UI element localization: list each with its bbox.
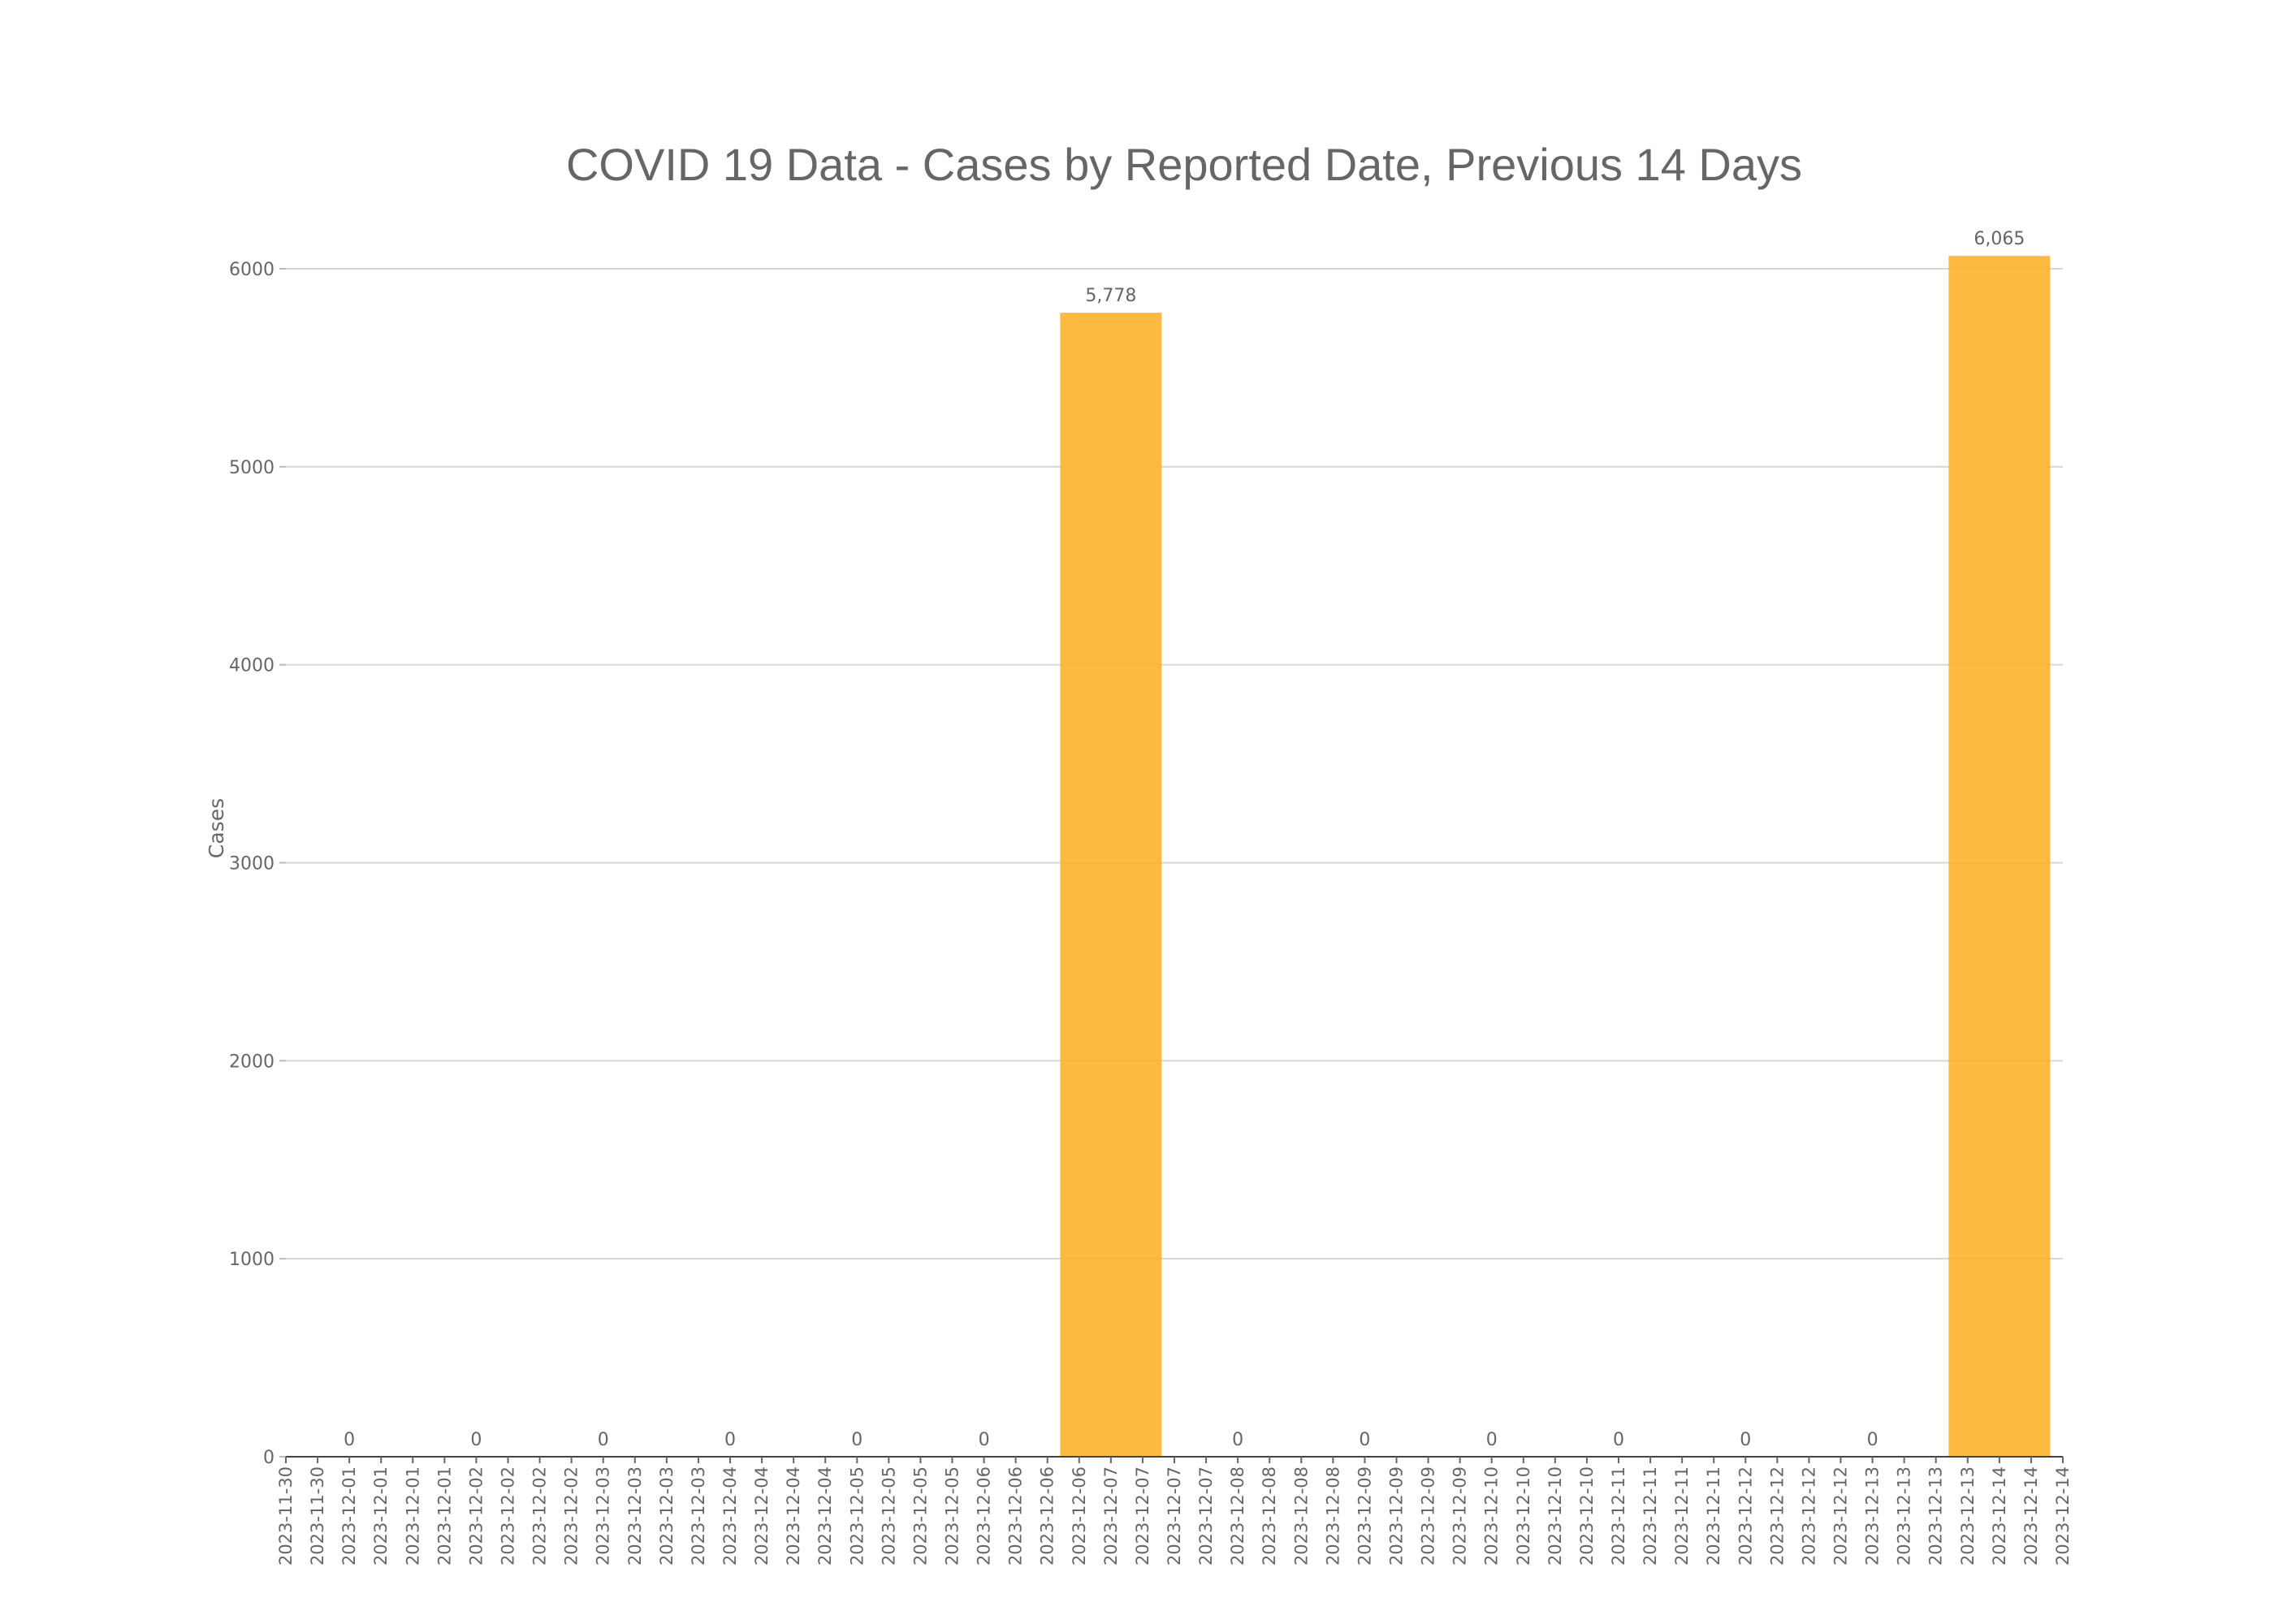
x-tick-label: 2023-12-07 bbox=[1133, 1466, 1152, 1566]
x-tick-label: 2023-12-10 bbox=[1577, 1466, 1597, 1566]
x-tick-label: 2023-12-13 bbox=[1895, 1466, 1914, 1566]
x-tick-label: 2023-12-11 bbox=[1672, 1466, 1692, 1566]
x-tick-label: 2023-11-30 bbox=[308, 1466, 327, 1566]
x-tick-label: 2023-12-01 bbox=[403, 1466, 422, 1566]
x-tick-label: 2023-12-06 bbox=[1006, 1466, 1026, 1566]
data-label-2023-12-11: 0 bbox=[1613, 1430, 1624, 1450]
data-label-2023-12-05: 0 bbox=[851, 1430, 862, 1450]
x-tick-label: 2023-12-03 bbox=[594, 1466, 613, 1566]
bar-2023-12-14 bbox=[1948, 256, 2051, 1457]
data-label-2023-12-12: 0 bbox=[1740, 1430, 1751, 1450]
x-tick-label: 2023-12-05 bbox=[910, 1466, 930, 1566]
x-tick-label: 2023-12-01 bbox=[434, 1466, 454, 1566]
x-tick-label: 2023-12-01 bbox=[339, 1466, 359, 1566]
x-tick-label: 2023-12-03 bbox=[657, 1466, 677, 1566]
data-label-2023-12-08: 0 bbox=[1232, 1430, 1243, 1450]
x-tick-label: 2023-12-01 bbox=[371, 1466, 391, 1566]
x-tick-label: 2023-12-12 bbox=[1767, 1466, 1787, 1566]
x-tick-label: 2023-12-09 bbox=[1450, 1466, 1470, 1566]
x-tick-label: 2023-12-04 bbox=[720, 1466, 740, 1566]
data-label-2023-12-03: 0 bbox=[598, 1430, 609, 1450]
x-tick-label: 2023-12-07 bbox=[1101, 1466, 1121, 1566]
x-tick-labels: 2023-11-30 2023-11-30 2023-12-01 2023-12-01… bbox=[276, 1457, 2073, 1566]
data-label-2023-12-07: 5,778 bbox=[1085, 286, 1136, 306]
y-axis-label: Cases bbox=[205, 798, 228, 858]
x-tick-label: 2023-12-08 bbox=[1291, 1466, 1311, 1566]
y-tick-label: 5000 bbox=[229, 458, 275, 478]
x-tick-label: 2023-12-02 bbox=[530, 1466, 550, 1566]
x-tick-label: 2023-12-12 bbox=[1799, 1466, 1818, 1566]
x-tick-label: 2023-12-13 bbox=[1863, 1466, 1883, 1566]
y-tick-label: 4000 bbox=[229, 656, 275, 676]
data-label-2023-12-01: 0 bbox=[344, 1430, 355, 1450]
x-tick-label: 2023-12-08 bbox=[1260, 1466, 1279, 1566]
bars bbox=[1060, 256, 2051, 1458]
data-label-2023-12-10: 0 bbox=[1486, 1430, 1498, 1450]
y-tick-label: 0 bbox=[263, 1448, 275, 1468]
x-tick-label: 2023-11-30 bbox=[276, 1466, 296, 1566]
x-tick-label: 2023-12-06 bbox=[1070, 1466, 1089, 1566]
x-tick-label: 2023-12-04 bbox=[815, 1466, 835, 1566]
x-tick-label: 2023-12-05 bbox=[943, 1466, 962, 1566]
data-label-2023-12-02: 0 bbox=[470, 1430, 482, 1450]
x-tick-label: 2023-12-03 bbox=[689, 1466, 708, 1566]
x-tick-label: 2023-12-05 bbox=[847, 1466, 867, 1566]
chart-title: COVID 19 Data - Cases by Reported Date, … bbox=[565, 139, 1802, 190]
x-tick-label: 2023-12-10 bbox=[1546, 1466, 1565, 1566]
y-tick-label: 2000 bbox=[229, 1052, 275, 1072]
x-tick-label: 2023-12-14 bbox=[2053, 1466, 2073, 1566]
x-tick-label: 2023-12-07 bbox=[1196, 1466, 1216, 1566]
data-label-2023-12-06: 0 bbox=[979, 1430, 990, 1450]
x-tick-label: 2023-12-08 bbox=[1323, 1466, 1342, 1566]
grid-lines bbox=[286, 268, 2063, 1260]
data-labels: 0 0 0 0 0 0 5,778 0 0 0 0 0 0 6,065 bbox=[344, 229, 2025, 1450]
bar-2023-12-07 bbox=[1060, 313, 1162, 1458]
x-tick-label: 2023-12-03 bbox=[625, 1466, 645, 1566]
x-tick-label: 2023-12-14 bbox=[1990, 1466, 2009, 1566]
data-label-2023-12-09: 0 bbox=[1359, 1430, 1370, 1450]
x-tick-label: 2023-12-02 bbox=[499, 1466, 518, 1566]
x-tick-label: 2023-12-04 bbox=[752, 1466, 772, 1566]
x-tick-label: 2023-12-06 bbox=[975, 1466, 994, 1566]
y-tick-label: 1000 bbox=[229, 1250, 275, 1270]
x-tick-label: 2023-12-13 bbox=[1958, 1466, 1978, 1566]
data-label-2023-12-04: 0 bbox=[724, 1430, 736, 1450]
y-tick-label: 6000 bbox=[229, 260, 275, 280]
x-tick-label: 2023-12-10 bbox=[1514, 1466, 1533, 1566]
data-label-2023-12-13: 0 bbox=[1867, 1430, 1878, 1450]
x-tick-label: 2023-12-09 bbox=[1387, 1466, 1407, 1566]
x-tick-label: 2023-12-09 bbox=[1419, 1466, 1438, 1566]
x-tick-label: 2023-12-04 bbox=[784, 1466, 803, 1566]
x-tick-label: 2023-12-09 bbox=[1355, 1466, 1374, 1566]
x-tick-label: 2023-12-08 bbox=[1228, 1466, 1247, 1566]
data-label-2023-12-14: 6,065 bbox=[1974, 229, 2025, 249]
x-tick-label: 2023-12-02 bbox=[466, 1466, 486, 1566]
x-tick-label: 2023-12-06 bbox=[1038, 1466, 1057, 1566]
y-tick-labels: 0 1000 2000 3000 4000 5000 6000 bbox=[229, 260, 286, 1468]
x-tick-label: 2023-12-11 bbox=[1609, 1466, 1628, 1566]
x-tick-label: 2023-12-02 bbox=[562, 1466, 581, 1566]
x-tick-label: 2023-12-14 bbox=[2021, 1466, 2041, 1566]
x-tick-label: 2023-12-07 bbox=[1165, 1466, 1184, 1566]
x-tick-label: 2023-12-05 bbox=[879, 1466, 898, 1566]
y-tick-label: 3000 bbox=[229, 854, 275, 875]
x-tick-label: 2023-12-12 bbox=[1831, 1466, 1851, 1566]
x-tick-label: 2023-12-11 bbox=[1704, 1466, 1723, 1566]
x-tick-label: 2023-12-11 bbox=[1641, 1466, 1660, 1566]
x-tick-label: 2023-12-13 bbox=[1926, 1466, 1946, 1566]
x-tick-label: 2023-12-12 bbox=[1736, 1466, 1755, 1566]
x-tick-label: 2023-12-10 bbox=[1482, 1466, 1502, 1566]
